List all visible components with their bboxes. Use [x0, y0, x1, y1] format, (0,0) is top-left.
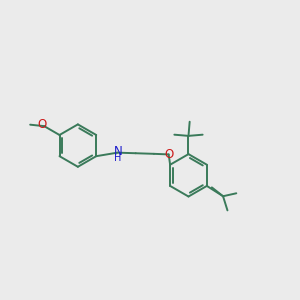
Text: N: N [114, 145, 122, 158]
Text: O: O [164, 148, 174, 161]
Text: H: H [114, 153, 122, 163]
Text: O: O [38, 118, 47, 131]
